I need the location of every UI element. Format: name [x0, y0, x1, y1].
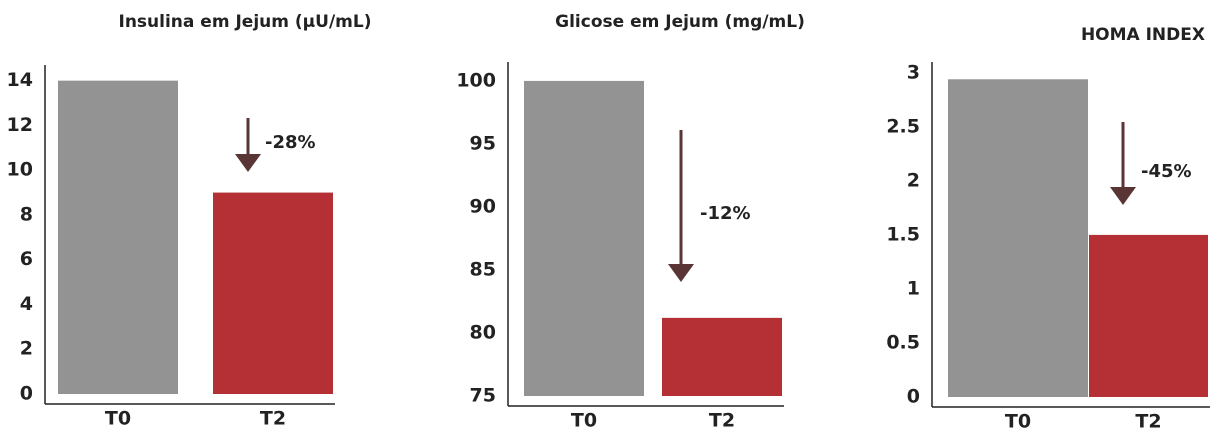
y-tick-label: 2.5: [886, 115, 920, 137]
y-tick-label: 3: [907, 61, 920, 83]
chart-title: Glicose em Jejum (mg/mL): [555, 12, 805, 32]
bar: [1089, 234, 1208, 397]
y-tick-label: 1.5: [886, 223, 920, 245]
y-tick-label: 6: [20, 248, 33, 270]
x-tick-label: T0: [1005, 411, 1031, 433]
y-tick-label: 2: [907, 169, 920, 191]
y-tick-label: 10: [7, 159, 33, 181]
y-tick-label: 14: [7, 69, 33, 91]
x-tick-label: T2: [1135, 411, 1161, 433]
annotation: -12%: [700, 203, 751, 224]
x-tick-label: T2: [709, 410, 735, 432]
annotation: -45%: [1141, 161, 1192, 182]
chart-title: HOMA INDEX: [1081, 25, 1205, 45]
y-tick-label: 85: [470, 258, 496, 280]
y-tick-label: 80: [470, 321, 496, 343]
y-tick-label: 90: [470, 195, 496, 217]
bar: [524, 80, 644, 396]
arrow-head: [235, 154, 261, 172]
arrow-head: [668, 264, 694, 282]
y-tick-label: 100: [456, 69, 496, 91]
x-tick-label: T0: [105, 408, 131, 430]
y-tick-label: 12: [7, 114, 33, 136]
bar: [58, 80, 178, 395]
chart-title: Insulina em Jejum (μU/mL): [119, 12, 372, 32]
bar: [213, 192, 333, 394]
annotation: -28%: [265, 132, 316, 153]
y-tick-label: 0.5: [886, 331, 920, 353]
y-tick-label: 1: [907, 277, 920, 299]
x-tick-label: T0: [571, 410, 597, 432]
y-tick-label: 2: [20, 338, 33, 360]
y-tick-label: 4: [20, 293, 33, 315]
bar: [948, 79, 1088, 398]
arrow-head: [1110, 187, 1136, 205]
y-tick-label: 75: [470, 385, 496, 407]
x-tick-label: T2: [260, 408, 286, 430]
y-tick-label: 0: [907, 386, 920, 408]
y-tick-label: 0: [20, 383, 33, 405]
y-tick-label: 95: [470, 132, 496, 154]
bar: [662, 317, 782, 396]
y-tick-label: 8: [20, 203, 33, 225]
